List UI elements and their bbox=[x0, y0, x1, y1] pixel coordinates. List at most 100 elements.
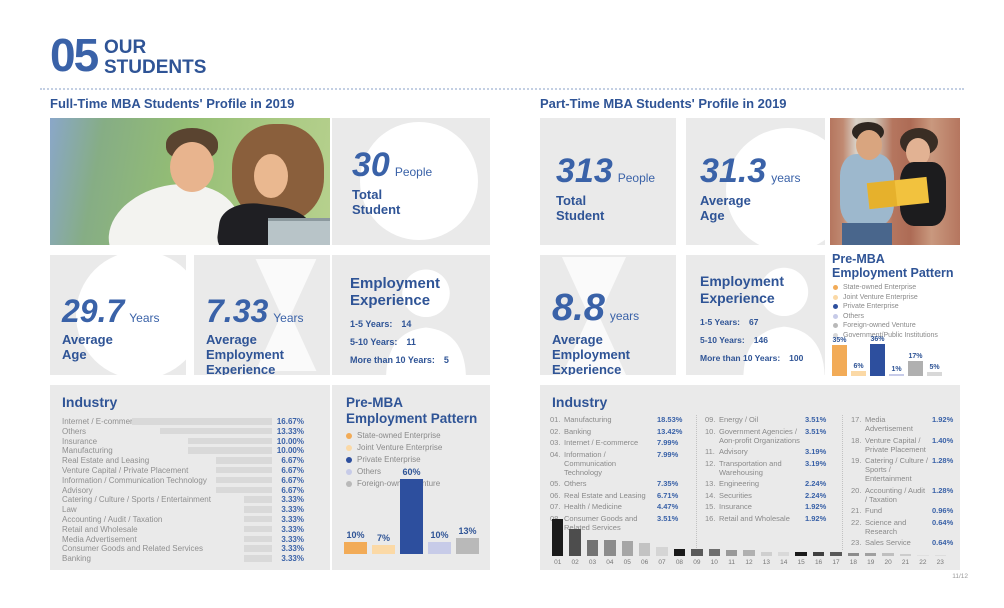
industry-row: Manufacturing 10.00% bbox=[50, 445, 330, 455]
average-age-label: Average Age bbox=[62, 332, 160, 362]
title-line1: Employment bbox=[700, 273, 785, 289]
industry-item: 04. Information / Communication Technolog… bbox=[550, 450, 690, 477]
fulltime-average-employment-card: 7.33 Years Average Employment Experience bbox=[194, 255, 330, 375]
chart-column: 10 bbox=[708, 548, 720, 566]
industry-item: 10. Government Agencies / Aon-profit Orga… bbox=[705, 427, 838, 445]
industry-bar bbox=[244, 506, 272, 513]
item-percent: 13.42% bbox=[657, 426, 683, 436]
title-line1: Pre-MBA bbox=[346, 395, 404, 410]
chart-column: 01 bbox=[552, 518, 564, 566]
employment-experience-rows: 1-5 Years: 67 5-10 Years: 146 More than 10… bbox=[700, 317, 803, 363]
industry-item: 02. Banking 13.42% bbox=[550, 427, 690, 436]
industry-bar bbox=[188, 447, 272, 454]
item-label: Sales Service bbox=[865, 538, 911, 547]
industry-label: Internet / E-commerce bbox=[62, 417, 142, 426]
chart-x-label: 13 bbox=[762, 559, 770, 566]
bar bbox=[344, 541, 367, 554]
industry-percent: 3.33% bbox=[281, 505, 304, 515]
label-line2: Experience bbox=[552, 362, 622, 375]
chart-column: 08 bbox=[673, 548, 686, 566]
experience-row: More than 10 Years: 100 bbox=[700, 353, 803, 363]
fulltime-section-title: Full-Time MBA Students' Profile in 2019 bbox=[50, 96, 295, 111]
page-title-line2: STUDENTS bbox=[104, 57, 207, 78]
legend-label: Foreign-owned Venture bbox=[357, 479, 441, 488]
bar-column: 60% bbox=[400, 467, 423, 554]
industry-label: Media Advertisement bbox=[62, 534, 137, 544]
industry-label: Advisory bbox=[62, 485, 93, 495]
industry-percent: 16.67% bbox=[276, 417, 304, 426]
industry-row: Advisory 6.67% bbox=[50, 485, 330, 495]
row-label: 1-5 Years: bbox=[350, 319, 393, 329]
item-number: 03. bbox=[550, 438, 561, 447]
item-label: Retail and Wholesale bbox=[719, 513, 790, 523]
item-percent: 1.28% bbox=[932, 456, 954, 465]
title-line1: Pre-MBA bbox=[832, 252, 885, 266]
label-line2: Experience bbox=[206, 362, 276, 375]
page-indicator: 11/12 bbox=[952, 573, 968, 580]
row-label: 5-10 Years: bbox=[350, 337, 398, 347]
chart-column: 21 bbox=[899, 554, 912, 566]
title-line2: Employment Pattern bbox=[832, 266, 954, 280]
legend-item: Government/Public Institutions bbox=[833, 332, 938, 339]
chart-column: 15 bbox=[795, 552, 807, 566]
industry-percent: 6.67% bbox=[281, 456, 304, 466]
legend-dot-icon bbox=[833, 304, 838, 309]
pattern-bar-chart: 10% 7% 60% 10% 13% bbox=[344, 467, 479, 554]
industry-bar bbox=[244, 496, 272, 503]
legend-item: Foreign-owned Venture bbox=[833, 322, 938, 329]
item-percent: 3.51% bbox=[657, 513, 679, 523]
chart-column: 19 bbox=[865, 553, 877, 566]
average-age-value: 31.3 bbox=[700, 152, 767, 190]
legend-dot-icon bbox=[833, 294, 838, 300]
legend-dot-icon bbox=[833, 323, 838, 328]
stat-value-row: 29.7 Years bbox=[62, 295, 160, 327]
chart-bar bbox=[656, 547, 668, 556]
item-number: 23. bbox=[851, 538, 862, 547]
chart-column: 23 bbox=[934, 554, 946, 566]
industry-bar bbox=[244, 515, 272, 523]
row-value: 14 bbox=[401, 319, 412, 329]
item-label: Media Advertisement bbox=[865, 415, 913, 433]
chart-column: 12 bbox=[743, 549, 755, 566]
chart-x-label: 20 bbox=[884, 559, 892, 566]
industry-item: 12. Transportation and Warehousing 3.19% bbox=[705, 459, 838, 477]
fulltime-pattern-card: Pre-MBA Employment Pattern State-owned E… bbox=[332, 385, 490, 570]
fulltime-industry-card: Industry Internet / E-commerce 16.67% Othe… bbox=[50, 385, 330, 570]
item-number: 14. bbox=[705, 490, 716, 500]
circle-watermark bbox=[360, 122, 478, 240]
chart-x-label: 15 bbox=[797, 559, 805, 566]
row-value: 67 bbox=[749, 317, 759, 327]
photo-figure-face bbox=[170, 142, 214, 192]
item-percent: 1.92% bbox=[805, 502, 827, 511]
chart-x-label: 14 bbox=[780, 559, 788, 566]
chart-bar bbox=[673, 548, 686, 556]
industry-bar bbox=[244, 545, 272, 552]
total-students-label: Total Student bbox=[556, 193, 655, 223]
fulltime-average-age-card: 29.7 Years Average Age bbox=[50, 255, 186, 375]
legend-item: Others bbox=[833, 313, 938, 320]
experience-row: 1-5 Years: 67 bbox=[700, 317, 803, 327]
industry-percent: 3.33% bbox=[281, 514, 304, 524]
chart-bar bbox=[760, 551, 773, 556]
chart-bar bbox=[847, 553, 860, 556]
title-line2: Employment Pattern bbox=[346, 411, 478, 426]
bar bbox=[832, 345, 847, 376]
item-number: 15. bbox=[705, 502, 716, 511]
item-number: 08. bbox=[550, 514, 564, 523]
chart-column: 06 bbox=[638, 542, 651, 566]
industry-label: Catering / Culture / Sports / Entertainm… bbox=[62, 495, 211, 505]
industry-row: Catering / Culture / Sports / Entertainm… bbox=[50, 494, 330, 504]
page-title-line1: OUR bbox=[104, 37, 147, 58]
item-number: 10. bbox=[705, 426, 716, 436]
item-number: 18. bbox=[851, 435, 862, 445]
average-age-label: Average Age bbox=[700, 193, 801, 223]
row-label: 5-10 Years: bbox=[700, 335, 745, 345]
industry-bar bbox=[215, 476, 272, 484]
industry-item: 13. Engineering 2.24% bbox=[705, 479, 838, 488]
legend-dot-icon bbox=[833, 332, 838, 338]
legend-dot-icon bbox=[346, 432, 352, 439]
legend-dot-icon bbox=[346, 456, 352, 463]
parttime-section-title: Part-Time MBA Students' Profile in 2019 bbox=[540, 96, 787, 111]
industry-item: 08.Consumer Goods and Related Services 3.… bbox=[550, 514, 690, 532]
industry-bar bbox=[215, 457, 272, 464]
